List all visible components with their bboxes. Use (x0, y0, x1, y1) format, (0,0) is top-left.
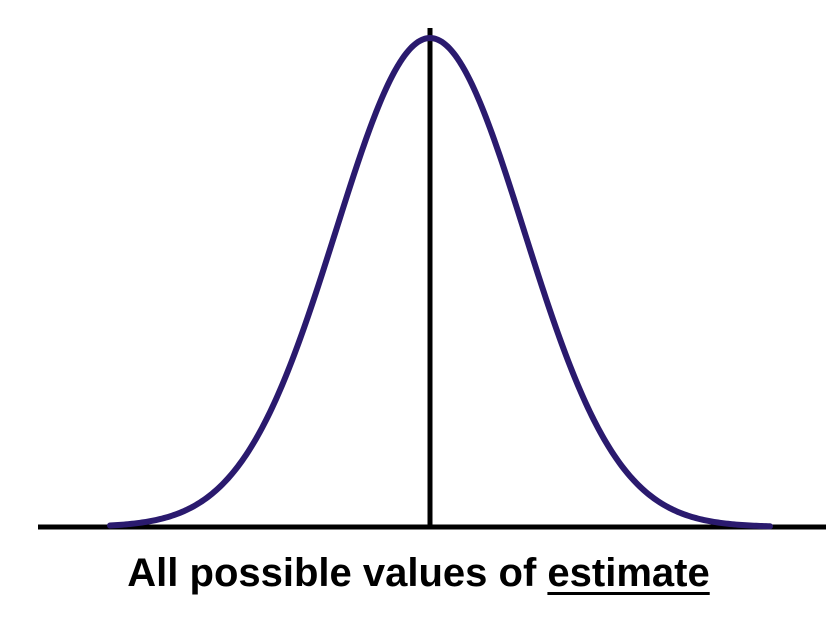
caption-emphasis: estimate (547, 551, 710, 595)
caption-prefix: All possible values of (127, 551, 548, 595)
bell-curve (107, 35, 773, 530)
axis-caption: All possible values of estimate (0, 548, 837, 598)
